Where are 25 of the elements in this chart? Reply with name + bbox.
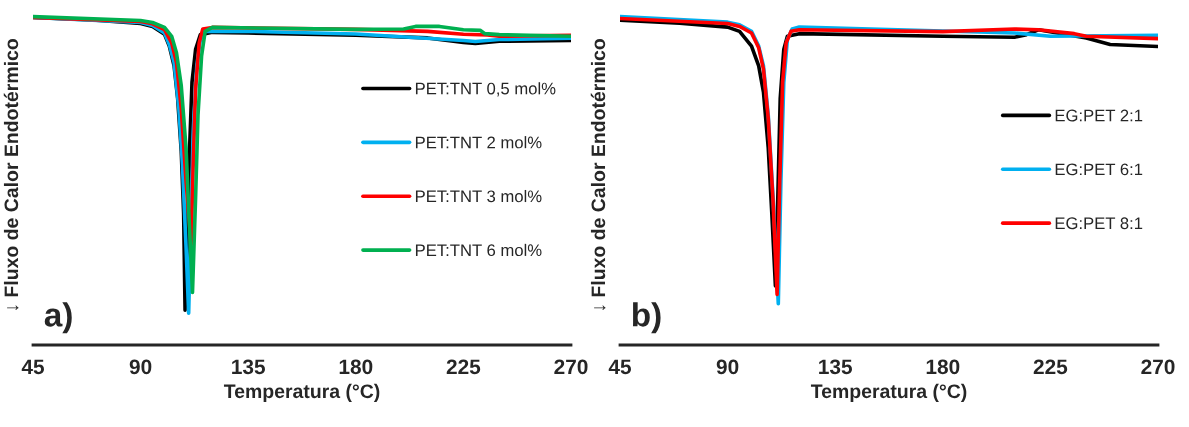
y-axis-title: ↓ Fluxo de Calor Endotérmico	[3, 39, 19, 311]
legend-label: PET:TNT 3 mol%	[415, 189, 542, 203]
x-tick-label: 135	[819, 359, 852, 375]
legend-label: PET:TNT 2 mol%	[415, 136, 542, 149]
y-axis-title: ↓ Fluxo de Calor Endotérmico	[590, 39, 606, 311]
x-tick-label: 270	[1141, 359, 1175, 375]
annotation: b)	[632, 302, 661, 334]
legend-label: EG:PET 6:1	[1055, 163, 1143, 176]
x-tick-label: 90	[716, 359, 739, 375]
x-tick-label: 180	[339, 359, 373, 375]
legend-label: EG:PET 8:1	[1055, 217, 1143, 230]
x-tick-label: 225	[446, 359, 481, 375]
x-tick-label: 45	[608, 359, 632, 375]
x-tick-label: 270	[554, 359, 588, 375]
legend-label: EG:PET 2:1	[1055, 109, 1143, 122]
x-tick-label: 180	[926, 359, 960, 375]
x-axis-title: Temperatura (°C)	[810, 383, 967, 402]
x-tick-label: 90	[129, 359, 152, 375]
annotation: a)	[44, 302, 72, 334]
x-tick-label: 45	[21, 359, 45, 375]
legend-label: PET:TNT 6 mol%	[415, 243, 542, 257]
x-axis-title: Temperatura (°C)	[223, 383, 380, 402]
legend-label: PET:TNT 0,5 mol%	[415, 82, 556, 97]
x-tick-label: 135	[232, 359, 265, 375]
x-tick-label: 225	[1033, 359, 1068, 375]
